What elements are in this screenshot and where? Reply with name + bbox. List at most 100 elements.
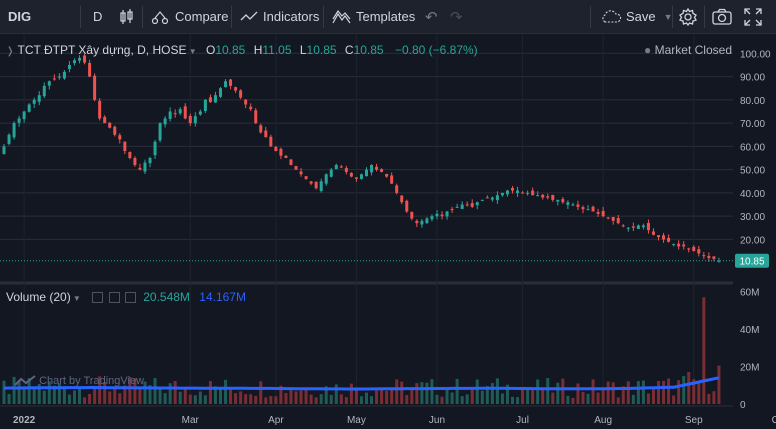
candle-body	[455, 206, 459, 208]
volume-bar	[274, 396, 278, 404]
volume-bar	[576, 383, 580, 404]
candle-body	[244, 99, 248, 105]
candle-body	[531, 190, 535, 196]
candle-body	[7, 134, 11, 144]
time-tick-label: Jul	[516, 415, 529, 426]
volume-bar	[193, 395, 197, 404]
legend-title[interactable]: TCT ĐTPT Xây dựng, D, HOSE	[17, 43, 187, 57]
candle-body	[22, 111, 26, 120]
candle-body	[188, 116, 192, 124]
candle-body	[239, 90, 243, 98]
volume-bar	[173, 381, 177, 404]
fullscreen-button[interactable]	[744, 0, 762, 33]
candle-body	[415, 220, 419, 224]
symbol-search[interactable]: DIG	[8, 0, 31, 33]
candle-body	[259, 125, 263, 133]
time-axis[interactable]: 2022MarAprMayJunJulAugSepOctNov	[13, 415, 776, 426]
candle-body	[37, 95, 41, 102]
price-chart[interactable]: 100.00 90.00 80.00 70.00 60.00 50.00 40.00 30.0…	[0, 34, 776, 429]
volume-bar	[687, 372, 691, 404]
volume-bar	[339, 394, 343, 404]
compare-button[interactable]: Compare	[150, 0, 228, 33]
volume-bar	[108, 391, 112, 404]
candle-body	[284, 155, 288, 158]
volume-title[interactable]: Volume (20)	[6, 290, 71, 304]
volume-bar	[450, 392, 454, 404]
last-price-badge	[735, 253, 769, 268]
volume-value: 20.548M	[143, 290, 190, 304]
volume-bar	[646, 393, 650, 404]
candle-body	[329, 169, 333, 177]
templates-button[interactable]: Templates	[332, 0, 415, 33]
candle-body	[692, 246, 696, 252]
settings-icon[interactable]	[108, 292, 120, 304]
interval-button[interactable]: D	[93, 0, 102, 33]
candle-body	[450, 209, 454, 211]
candle-body	[309, 181, 313, 184]
time-tick-label: Oct	[772, 415, 776, 426]
volume-bar	[475, 379, 479, 404]
candle-body	[128, 152, 132, 158]
price-tick-label: 50.00	[740, 166, 765, 177]
volume-bar	[651, 388, 655, 404]
snapshot-button[interactable]	[712, 0, 732, 33]
volume-bar	[672, 395, 676, 404]
candle-body	[646, 222, 650, 231]
candle-body	[682, 244, 686, 247]
candle-body	[123, 141, 127, 152]
tradingview-watermark[interactable]: Chart by TradingView	[14, 375, 144, 387]
candle-body	[687, 248, 691, 250]
time-tick-label: Mar	[182, 415, 200, 426]
volume-legend: Volume (20) ▼ 20.548M 14.167M	[6, 290, 246, 304]
volume-bars	[2, 297, 721, 404]
candle-body	[631, 226, 635, 228]
eye-icon[interactable]	[92, 292, 104, 304]
price-tick-label: 20.00	[740, 235, 765, 246]
redo-button[interactable]: ↷	[450, 0, 463, 33]
chart-type-button[interactable]	[119, 0, 135, 33]
candle-body	[470, 203, 474, 207]
save-button[interactable]: Save ▼	[600, 0, 673, 33]
volume-bar	[500, 393, 504, 404]
collapse-icon[interactable]: ❭	[6, 46, 15, 57]
candle-body	[430, 216, 434, 220]
volume-bar	[480, 390, 484, 404]
settings-button[interactable]	[679, 0, 697, 33]
volume-axis: 60M 40M 20M 0	[740, 288, 759, 411]
chevron-down-icon[interactable]: ▼	[70, 294, 81, 303]
candle-body	[440, 214, 444, 217]
volume-bar	[259, 381, 263, 404]
undo-icon: ↶	[425, 8, 438, 26]
undo-button[interactable]: ↶	[425, 0, 438, 33]
candle-body	[148, 158, 152, 164]
volume-bar	[344, 397, 348, 404]
volume-bar	[682, 376, 686, 404]
candle-body	[168, 111, 172, 119]
candle-body	[279, 148, 283, 156]
candle-body	[133, 158, 137, 165]
candle-body	[571, 204, 575, 206]
volume-bar	[47, 381, 51, 404]
cloud-icon	[602, 9, 622, 23]
volume-bar	[88, 393, 92, 404]
candle-body	[274, 146, 278, 152]
indicators-button[interactable]: Indicators	[240, 0, 319, 33]
candle-body	[203, 99, 207, 111]
volume-bar	[188, 394, 192, 404]
price-axis[interactable]: 100.00 90.00 80.00 70.00 60.00 50.00 40.00 30.0…	[733, 34, 776, 429]
candle-body	[2, 146, 6, 154]
candle-body	[218, 88, 222, 97]
candle-body	[138, 167, 142, 170]
candle-body	[707, 256, 711, 259]
chevron-down-icon[interactable]: ▼	[186, 47, 197, 56]
candle-body	[500, 192, 504, 196]
candle-body	[546, 196, 550, 198]
candle-body	[249, 106, 253, 110]
low-label: L	[299, 43, 307, 57]
candle-body	[62, 71, 66, 79]
volume-bar	[203, 395, 207, 404]
candle-body	[344, 167, 348, 172]
candle-body	[370, 164, 374, 173]
volume-bar	[334, 384, 338, 404]
close-icon[interactable]	[124, 292, 136, 304]
